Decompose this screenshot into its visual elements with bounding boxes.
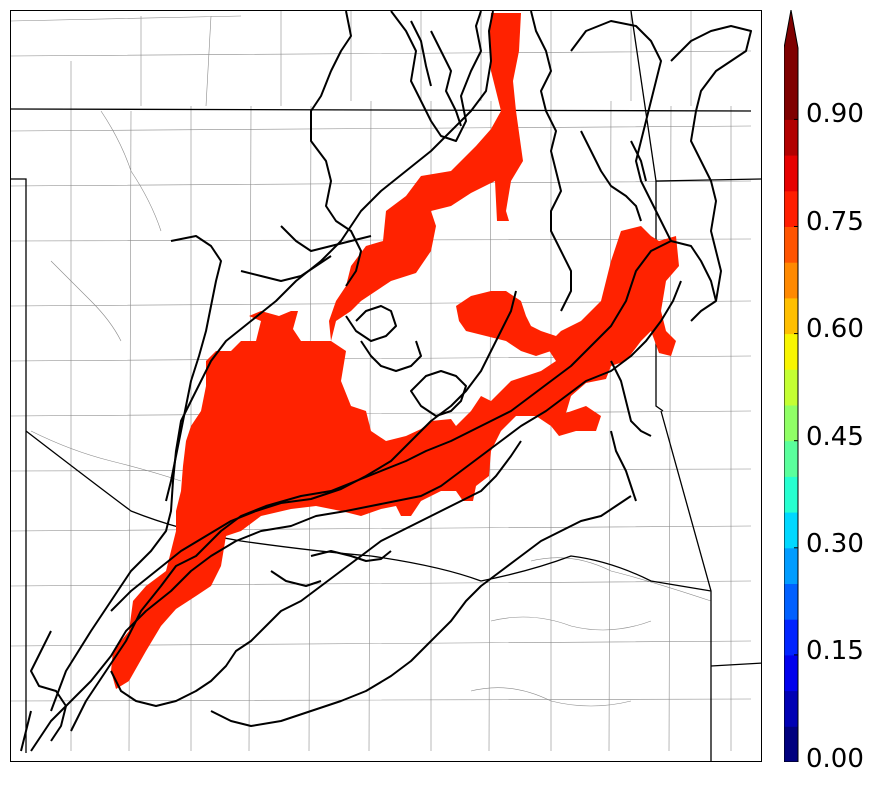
colorbar-outline [784, 10, 799, 762]
colorbar-segment [784, 83, 798, 120]
county-borders [11, 11, 752, 752]
colorbar-tick-label: 0.60 [806, 314, 864, 344]
colorbar [784, 10, 799, 762]
colorbar-segment [784, 369, 798, 406]
ensemble-contours [20, 11, 752, 752]
colorbar-segment [784, 262, 798, 299]
colorbar-segment [784, 297, 798, 335]
colorbar-segment [784, 619, 798, 656]
colorbar-segment [784, 583, 798, 620]
colorbar-segment [784, 476, 798, 513]
colorbar-segment [784, 155, 798, 192]
colorbar-segment [784, 405, 798, 442]
colorbar-segment [784, 690, 798, 727]
colorbar-segment [784, 190, 798, 227]
colorbar-tick-label: 0.00 [806, 744, 864, 774]
colorbar-segment [784, 654, 798, 692]
colorbar-segment [784, 48, 798, 85]
colorbar-segment [784, 726, 798, 762]
colorbar-extend-arrow [784, 10, 798, 48]
map-panel [10, 10, 762, 762]
map-canvas [11, 11, 761, 761]
colorbar-tick-label: 0.90 [806, 99, 864, 129]
colorbar-segment [784, 226, 798, 263]
colorbar-segment [784, 440, 798, 477]
probability-fill [111, 13, 679, 689]
colorbar-segment [784, 547, 798, 584]
colorbar-tick-label: 0.45 [806, 422, 864, 452]
colorbar-tick-label: 0.15 [806, 636, 864, 666]
colorbar-segment [784, 333, 798, 370]
colorbar-tick-label: 0.30 [806, 529, 864, 559]
colorbar-segment [784, 512, 798, 549]
colorbar-segment [784, 119, 798, 156]
colorbar-tick-label: 0.75 [806, 207, 864, 237]
